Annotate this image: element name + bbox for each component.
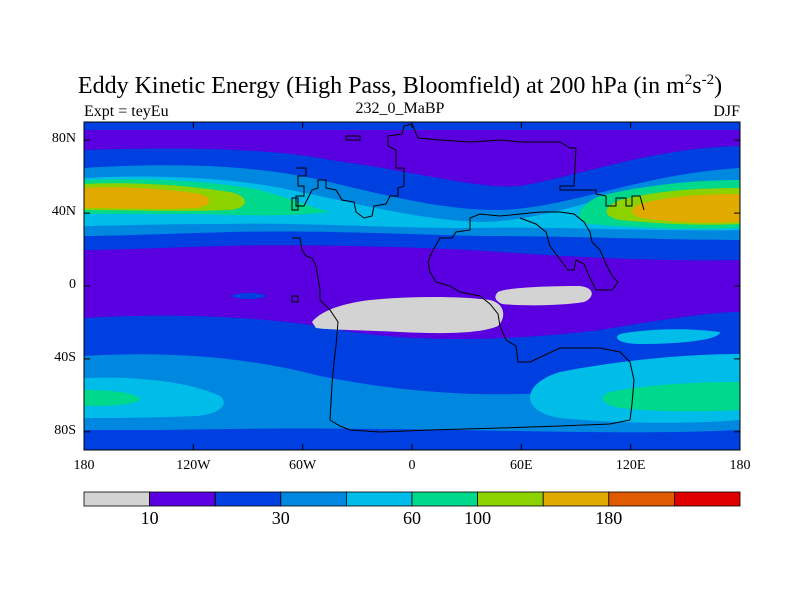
colorbar-tick-label: 180 bbox=[595, 508, 623, 528]
southern-continent-outline bbox=[292, 211, 635, 433]
island-outline-2 bbox=[345, 135, 361, 141]
chart-title: Eddy Kinetic Energy (High Pass, Bloomfie… bbox=[77, 72, 723, 99]
colorbar-swatch bbox=[345, 491, 413, 507]
lon-tick-label: 180 bbox=[73, 458, 95, 473]
field-south-inner-west bbox=[84, 377, 224, 418]
colorbar-swatch bbox=[280, 491, 347, 507]
field-south-green bbox=[602, 382, 740, 412]
lon-tick-label: 120E bbox=[615, 458, 646, 473]
axis-ticks bbox=[83, 122, 741, 450]
colorbar-swatch bbox=[608, 491, 675, 507]
lon-tick-label: 60E bbox=[510, 458, 533, 473]
field-south-green-west bbox=[84, 390, 140, 406]
field-south-patch bbox=[616, 329, 720, 344]
season-label: DJF bbox=[713, 103, 740, 120]
lat-tick-label: 0 bbox=[69, 277, 76, 292]
lat-tick-label: 40N bbox=[51, 204, 76, 220]
field-small-patch bbox=[230, 293, 266, 299]
field-pacific-max bbox=[84, 187, 210, 209]
colorbar-tick-label: 60 bbox=[403, 508, 421, 528]
field-low-patch-west bbox=[312, 297, 504, 334]
field-layer bbox=[84, 122, 740, 450]
colorbar bbox=[83, 491, 741, 507]
colorbar-swatch bbox=[149, 491, 216, 507]
lon-tick-label: 180 bbox=[729, 458, 751, 473]
colorbar-swatch bbox=[411, 491, 478, 507]
lon-tick-label: 0 bbox=[408, 458, 416, 473]
lat-tick-label: 80S bbox=[54, 422, 76, 438]
field-atlantic-max bbox=[632, 194, 740, 223]
colorbar-tick-label: 10 bbox=[140, 508, 159, 528]
lat-tick-label: 80N bbox=[51, 131, 76, 147]
colorbar-swatch bbox=[83, 491, 150, 507]
field-low-patch-east bbox=[495, 286, 592, 306]
colorbar-tick-label: 30 bbox=[271, 508, 290, 528]
experiment-label: Expt = teyEu bbox=[84, 103, 169, 120]
colorbar-swatch bbox=[477, 491, 544, 507]
island-outline bbox=[291, 197, 299, 211]
colorbar-tick-label: 100 bbox=[464, 508, 492, 528]
lat-tick-label: 40S bbox=[54, 349, 76, 365]
northern-continent-outline bbox=[295, 123, 645, 219]
continent-outlines bbox=[291, 123, 645, 433]
colorbar-swatch bbox=[674, 491, 741, 507]
lon-tick-label: 60W bbox=[289, 458, 317, 473]
island-outline-3 bbox=[291, 295, 299, 303]
chart-subtitle: 232_0_MaBP bbox=[355, 100, 445, 117]
colorbar-swatch bbox=[214, 491, 282, 507]
colorbar-swatch bbox=[542, 491, 610, 507]
lon-tick-label: 120W bbox=[176, 458, 211, 473]
